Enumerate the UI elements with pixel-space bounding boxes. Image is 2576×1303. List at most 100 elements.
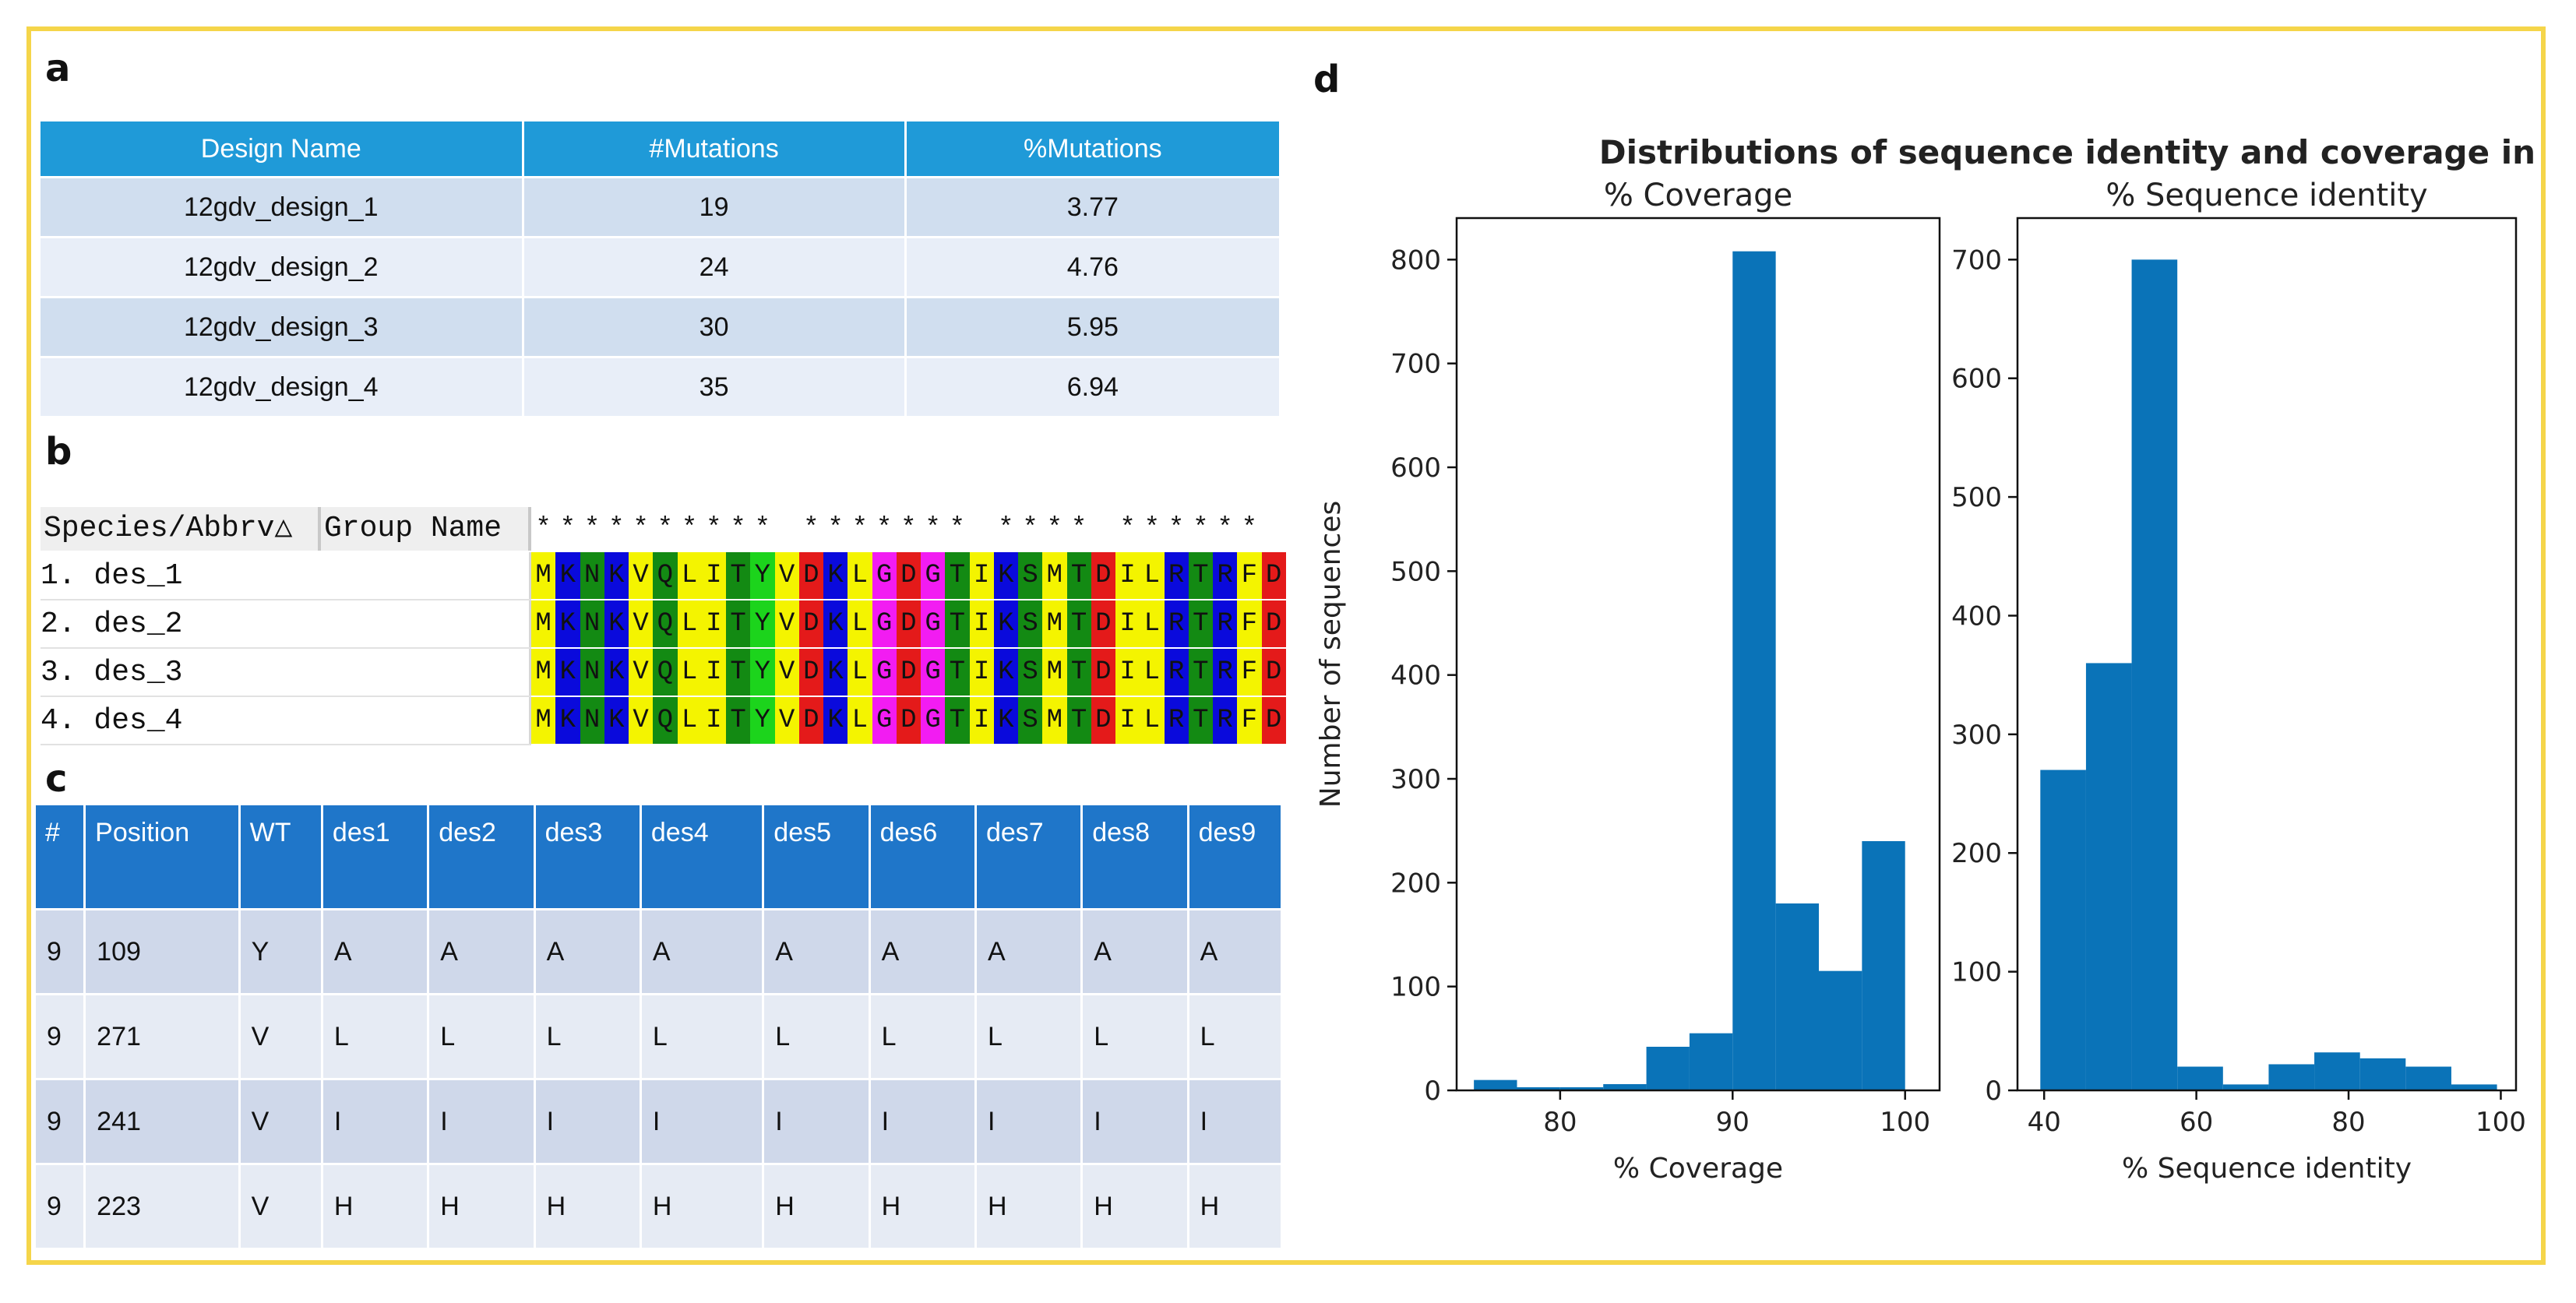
residue: L (848, 600, 872, 647)
residue: I (969, 649, 994, 696)
column-header[interactable]: des3 (535, 805, 642, 908)
table-cell: I (535, 1078, 642, 1163)
group-column-header[interactable]: Group Name (321, 507, 531, 551)
axes-frame (1455, 217, 1941, 1092)
table-header-row: Design Name #Mutations %Mutations (41, 121, 1279, 176)
histogram-bar (2405, 1066, 2451, 1090)
group-cell (321, 697, 531, 745)
histogram-bar (1819, 970, 1862, 1090)
residue: G (921, 552, 946, 599)
residue: T (1066, 600, 1091, 647)
residue: M (1042, 697, 1067, 744)
column-header[interactable]: des9 (1189, 805, 1281, 908)
residue: G (872, 697, 897, 744)
column-header[interactable]: des7 (976, 805, 1084, 908)
table-cell: H (1083, 1163, 1189, 1248)
residue: D (798, 552, 823, 599)
residue: I (701, 697, 726, 744)
table-header-row: # Position WT des1 des2 des3 des4 des5 des6 des7 d… (36, 805, 1281, 908)
column-header[interactable]: des5 (764, 805, 871, 908)
table-cell: 109 (86, 908, 241, 993)
column-header[interactable]: #Mutations (523, 121, 907, 176)
panel-label-a: a (45, 47, 71, 90)
residue: S (1018, 649, 1043, 696)
residue: R (1213, 600, 1238, 647)
residue: T (1188, 552, 1213, 599)
residue: T (726, 552, 751, 599)
sequence-name[interactable]: 1. des_1 (41, 559, 183, 593)
table-cell: L (1083, 993, 1189, 1078)
residue: I (701, 649, 726, 696)
table-cell: A (764, 908, 871, 993)
axes-frame (2016, 217, 2518, 1092)
consensus-mark: * (1070, 514, 1087, 544)
y-tick-label: 800 (1390, 245, 1441, 276)
table-cell: A (1083, 908, 1189, 993)
residue: K (555, 697, 580, 744)
column-header[interactable]: Position (86, 805, 241, 908)
residue: Q (653, 697, 678, 744)
x-tick-label: 90 (1716, 1107, 1750, 1138)
table-cell: H (535, 1163, 642, 1248)
histogram-bar (2222, 1084, 2269, 1090)
table-cell: L (870, 993, 977, 1078)
column-header[interactable]: Design Name (41, 121, 524, 176)
table-cell: H (429, 1163, 536, 1248)
residue: D (1261, 600, 1286, 647)
consensus-mark: * (633, 514, 649, 544)
residue: Y (750, 697, 775, 744)
residue: F (1237, 552, 1262, 599)
residue: Q (653, 552, 678, 599)
residue: L (848, 649, 872, 696)
column-header[interactable]: des4 (641, 805, 765, 908)
column-header[interactable]: %Mutations (906, 121, 1279, 176)
column-header[interactable]: WT (240, 805, 323, 908)
table-cell: 30 (523, 296, 907, 356)
column-header[interactable]: des2 (429, 805, 536, 908)
species-column-header[interactable]: Species/Abbrv△ (41, 507, 321, 551)
residue: K (555, 600, 580, 647)
residue: G (872, 552, 897, 599)
y-tick-label: 500 (1951, 482, 2002, 513)
column-header[interactable]: des6 (870, 805, 977, 908)
histogram-bar (1775, 903, 1819, 1090)
residue: K (823, 649, 848, 696)
sequence-name[interactable]: 3. des_3 (41, 656, 183, 689)
table-cell: 241 (86, 1078, 241, 1163)
table-cell: A (870, 908, 977, 993)
row-divider (41, 696, 531, 697)
y-tick-label: 100 (1390, 972, 1441, 1003)
table-cell: I (429, 1078, 536, 1163)
table-row: 12gdv_design_1 19 3.77 (41, 176, 1279, 236)
sequence-name[interactable]: 2. des_2 (41, 607, 183, 641)
residue: V (774, 649, 799, 696)
residue: I (701, 600, 726, 647)
residue: V (774, 552, 799, 599)
column-header[interactable]: des1 (322, 805, 430, 908)
residue: K (823, 600, 848, 647)
residue: T (1066, 552, 1091, 599)
sequence-name[interactable]: 4. des_4 (41, 704, 183, 738)
residue: V (629, 649, 654, 696)
table-cell: L (322, 993, 430, 1078)
table-cell: 9 (36, 908, 86, 993)
residue: L (848, 697, 872, 744)
table-cell: I (641, 1078, 765, 1163)
table-cell: A (641, 908, 765, 993)
column-header[interactable]: des8 (1083, 805, 1189, 908)
residue: T (945, 649, 970, 696)
residue: D (1091, 600, 1115, 647)
residue: K (993, 649, 1018, 696)
y-tick-label: 0 (1985, 1076, 2002, 1107)
consensus-mark: * (803, 514, 819, 544)
residue: D (896, 697, 921, 744)
table-row: 9 271 V L L L L L L L L L (36, 993, 1281, 1078)
column-header[interactable]: # (36, 805, 86, 908)
histogram-bar (1559, 1087, 1604, 1090)
table-row: 9 241 V I I I I I I I I I (36, 1078, 1281, 1163)
x-axis-label: % Sequence identity (2122, 1153, 2412, 1185)
table-cell: 9 (36, 1163, 86, 1248)
residue: R (1164, 697, 1189, 744)
table-row: 12gdv_design_4 35 6.94 (41, 356, 1279, 416)
